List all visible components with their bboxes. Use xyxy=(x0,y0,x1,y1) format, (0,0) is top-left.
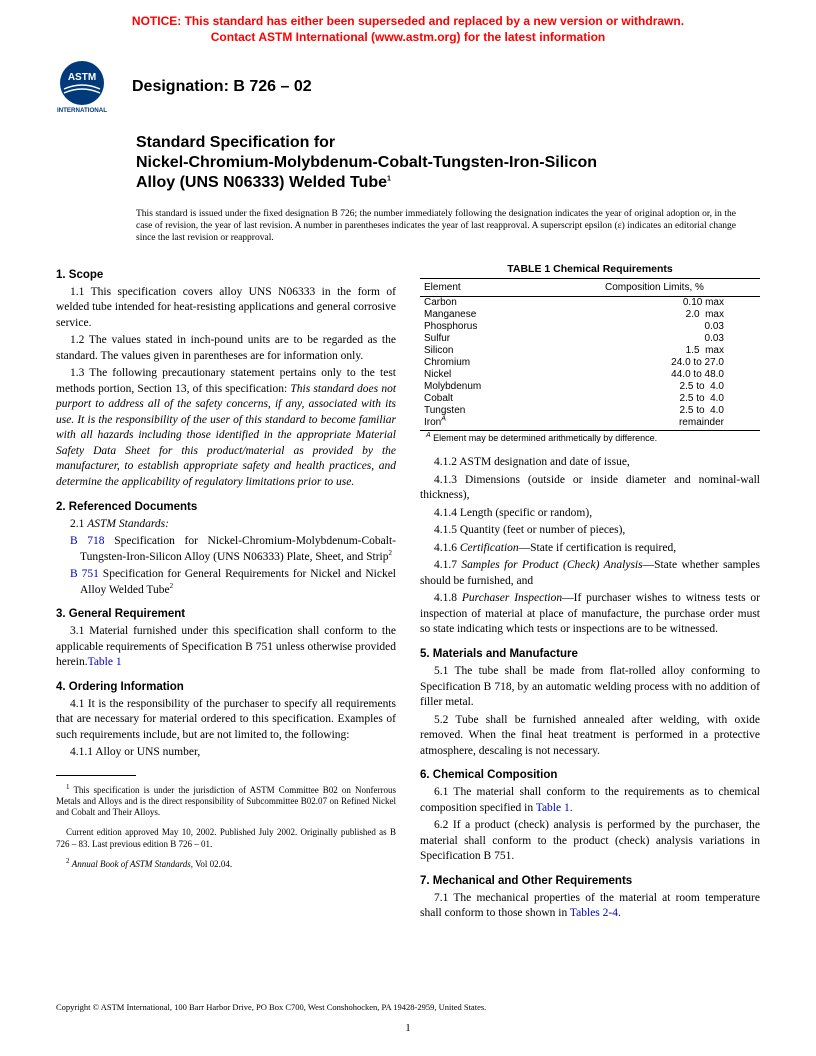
table-row: IronAremainder xyxy=(420,417,760,431)
left-column: 1. Scope 1.1 This specification covers a… xyxy=(56,259,396,924)
footnote-1b: Current edition approved May 10, 2002. P… xyxy=(56,827,396,850)
issuance-note: This standard is issued under the fixed … xyxy=(0,199,816,259)
copyright: Copyright © ASTM International, 100 Barr… xyxy=(56,1002,760,1012)
notice-line2: Contact ASTM International (www.astm.org… xyxy=(211,30,605,44)
table-row: Carbon0.10 max xyxy=(420,296,760,309)
table1-note: A Element may be determined arithmetical… xyxy=(420,431,760,443)
s6-1: 6.1 The material shall conform to the re… xyxy=(420,785,760,816)
s2-head: 2. Referenced Documents xyxy=(56,501,396,513)
designation: Designation: B 726 – 02 xyxy=(132,78,312,96)
table1-title: TABLE 1 Chemical Requirements xyxy=(420,263,760,275)
s5-1: 5.1 The tube shall be made from flat-rol… xyxy=(420,664,760,711)
s3-head: 3. General Requirement xyxy=(56,608,396,620)
s7-1: 7.1 The mechanical properties of the mat… xyxy=(420,891,760,922)
astm-logo: ASTM INTERNATIONAL xyxy=(56,59,120,115)
s1-3: 1.3 The following precautionary statemen… xyxy=(56,366,396,490)
s1-2: 1.2 The values stated in inch-pound unit… xyxy=(56,333,396,364)
s4-1-5: 4.1.5 Quantity (feet or number of pieces… xyxy=(420,523,760,539)
s4-1-3: 4.1.3 Dimensions (outside or inside diam… xyxy=(420,473,760,504)
table-row: Chromium24.0 to 27.0 xyxy=(420,357,760,369)
ref-b751: B 751 Specification for General Requirem… xyxy=(56,567,396,598)
s4-1-4: 4.1.4 Length (specific or random), xyxy=(420,506,760,522)
table1-col2: Composition Limits, % xyxy=(549,278,760,296)
table-row: Silicon1.5 max xyxy=(420,345,760,357)
footnote-1: 1 This specification is under the jurisd… xyxy=(56,785,396,819)
table-row: Tungsten2.5 to 4.0 xyxy=(420,405,760,417)
table-row: Sulfur0.03 xyxy=(420,333,760,345)
body-columns: 1. Scope 1.1 This specification covers a… xyxy=(0,259,816,924)
s5-2: 5.2 Tube shall be furnished annealed aft… xyxy=(420,713,760,760)
s4-1-7: 4.1.7 Samples for Product (Check) Analys… xyxy=(420,558,760,589)
page-number: 1 xyxy=(0,1022,816,1034)
right-column: TABLE 1 Chemical Requirements Element Co… xyxy=(420,259,760,924)
s4-head: 4. Ordering Information xyxy=(56,681,396,693)
table-row: Phosphorus0.03 xyxy=(420,321,760,333)
s7-head: 7. Mechanical and Other Requirements xyxy=(420,875,760,887)
table1: Element Composition Limits, % Carbon0.10… xyxy=(420,278,760,432)
table-row: Molybdenum2.5 to 4.0 xyxy=(420,381,760,393)
s5-head: 5. Materials and Manufacture xyxy=(420,648,760,660)
table-row: Cobalt2.5 to 4.0 xyxy=(420,393,760,405)
title-line1: Standard Specification for xyxy=(136,133,756,153)
s4-1-8: 4.1.8 Purchaser Inspection—If purchaser … xyxy=(420,591,760,638)
s4-1: 4.1 It is the responsibility of the purc… xyxy=(56,697,396,744)
s2-1: 2.1 ASTM Standards: xyxy=(56,517,396,533)
notice-line1: NOTICE: This standard has either been su… xyxy=(132,14,684,28)
s1-1: 1.1 This specification covers alloy UNS … xyxy=(56,285,396,332)
svg-text:ASTM: ASTM xyxy=(68,72,96,83)
table-row: Manganese2.0 max xyxy=(420,309,760,321)
footnote-2: 2 Annual Book of ASTM Standards, Vol 02.… xyxy=(56,859,396,870)
table1-col1: Element xyxy=(420,278,549,296)
header: ASTM INTERNATIONAL Designation: B 726 – … xyxy=(0,51,816,115)
s4-1-6: 4.1.6 Certification—State if certificati… xyxy=(420,541,760,557)
title-block: Standard Specification for Nickel-Chromi… xyxy=(0,115,816,199)
ref-b718: B 718 Specification for Nickel-Chromium-… xyxy=(56,534,396,565)
title-line3: Alloy (UNS N06333) Welded Tube1 xyxy=(136,173,756,193)
s4-1-2: 4.1.2 ASTM designation and date of issue… xyxy=(420,455,760,471)
svg-text:INTERNATIONAL: INTERNATIONAL xyxy=(57,107,107,114)
table-row: Nickel44.0 to 48.0 xyxy=(420,369,760,381)
footnote-separator xyxy=(56,775,136,776)
title-line2: Nickel-Chromium-Molybdenum-Cobalt-Tungst… xyxy=(136,153,756,173)
s6-head: 6. Chemical Composition xyxy=(420,769,760,781)
notice-banner: NOTICE: This standard has either been su… xyxy=(0,0,816,51)
s4-1-1: 4.1.1 Alloy or UNS number, xyxy=(56,745,396,761)
s1-head: 1. Scope xyxy=(56,269,396,281)
s3-1: 3.1 Material furnished under this specif… xyxy=(56,624,396,671)
s6-2: 6.2 If a product (check) analysis is per… xyxy=(420,818,760,865)
